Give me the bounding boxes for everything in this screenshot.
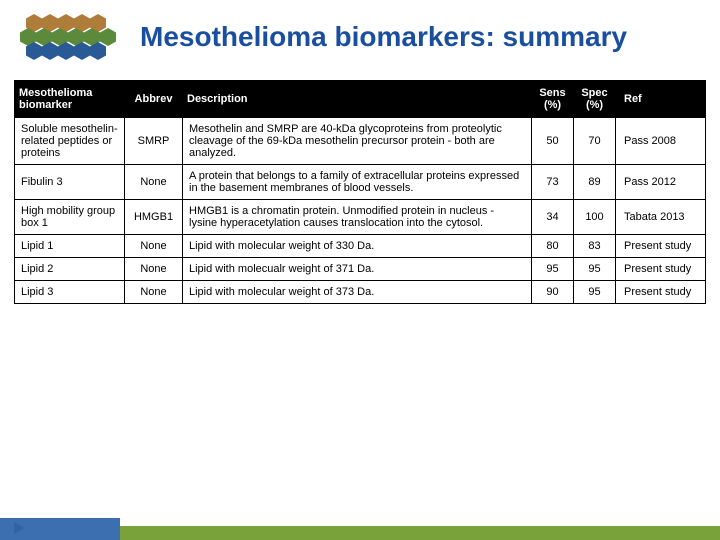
cell-spec: 89 [574,165,616,200]
cell-abbrev: HMGB1 [125,200,183,235]
cell-spec: 83 [574,235,616,258]
cell-abbrev: None [125,258,183,281]
cell-sens: 90 [532,281,574,304]
cell-spec: 70 [574,118,616,165]
col-header-sens: Sens (%) [532,81,574,118]
cell-sens: 50 [532,118,574,165]
cell-biomarker: Lipid 3 [15,281,125,304]
col-header-biomarker: Mesothelioma biomarker [15,81,125,118]
cell-spec: 95 [574,281,616,304]
table-row: Lipid 2NoneLipid with molecualr weight o… [15,258,706,281]
col-header-description: Description [183,81,532,118]
col-header-ref: Ref [616,81,706,118]
cell-biomarker: Lipid 1 [15,235,125,258]
table-row: Lipid 3NoneLipid with molecular weight o… [15,281,706,304]
cell-description: Lipid with molecular weight of 373 Da. [183,281,532,304]
cell-ref: Present study [616,235,706,258]
biomarker-table: Mesothelioma biomarker Abbrev Descriptio… [14,80,706,304]
cell-sens: 95 [532,258,574,281]
table-row: Fibulin 3NoneA protein that belongs to a… [15,165,706,200]
table-row: Soluble mesothelin-related peptides or p… [15,118,706,165]
cell-ref: Pass 2012 [616,165,706,200]
footer-green-bar [110,526,720,540]
biomarker-table-wrap: Mesothelioma biomarker Abbrev Descriptio… [0,70,720,304]
cell-sens: 34 [532,200,574,235]
cell-ref: Present study [616,281,706,304]
col-header-abbrev: Abbrev [125,81,183,118]
cell-description: A protein that belongs to a family of ex… [183,165,532,200]
table-row: Lipid 1NoneLipid with molecular weight o… [15,235,706,258]
cell-biomarker: Soluble mesothelin-related peptides or p… [15,118,125,165]
cell-ref: Tabata 2013 [616,200,706,235]
cell-sens: 80 [532,235,574,258]
slide-title: Mesothelioma biomarkers: summary [140,22,627,51]
cell-abbrev: None [125,235,183,258]
cell-abbrev: SMRP [125,118,183,165]
cell-spec: 95 [574,258,616,281]
cell-description: Lipid with molecualr weight of 371 Da. [183,258,532,281]
cell-biomarker: High mobility group box 1 [15,200,125,235]
cell-description: Mesothelin and SMRP are 40-kDa glycoprot… [183,118,532,165]
cell-description: Lipid with molecular weight of 330 Da. [183,235,532,258]
cell-description: HMGB1 is a chromatin protein. Unmodified… [183,200,532,235]
cell-ref: Present study [616,258,706,281]
footer-arrow-icon [14,522,24,534]
cell-spec: 100 [574,200,616,235]
col-header-spec: Spec (%) [574,81,616,118]
table-header-row: Mesothelioma biomarker Abbrev Descriptio… [15,81,706,118]
logo-hex-cell [100,28,116,46]
slide-header: Mesothelioma biomarkers: summary [0,0,720,70]
slide-footer [0,510,720,540]
cell-ref: Pass 2008 [616,118,706,165]
cell-abbrev: None [125,281,183,304]
cell-biomarker: Fibulin 3 [15,165,125,200]
cell-abbrev: None [125,165,183,200]
cell-sens: 73 [532,165,574,200]
hex-logo-icon [20,12,130,62]
cell-biomarker: Lipid 2 [15,258,125,281]
table-row: High mobility group box 1HMGB1HMGB1 is a… [15,200,706,235]
